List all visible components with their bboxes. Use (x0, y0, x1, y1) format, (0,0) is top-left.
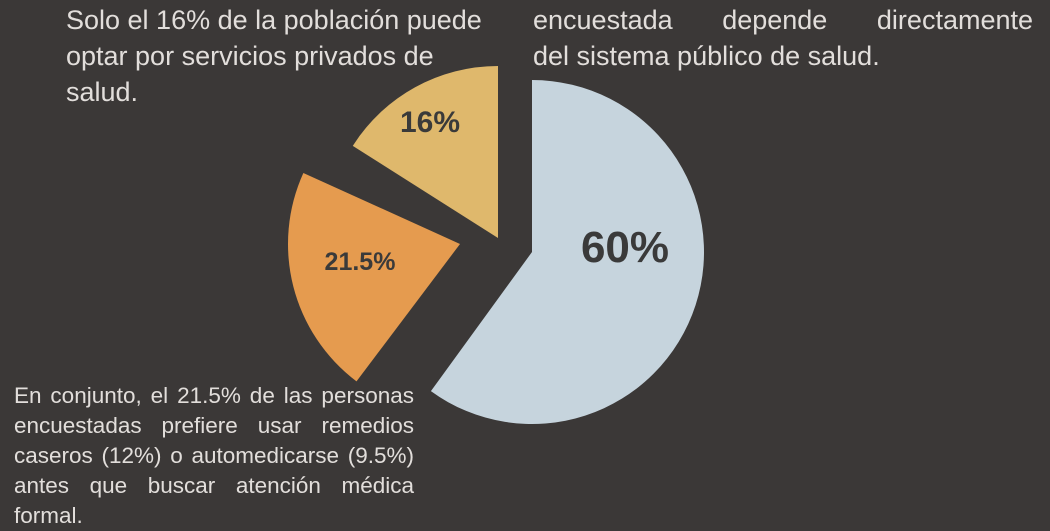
public-health-note: encuestada depende directamente del sist… (533, 2, 1033, 74)
private-health-note: Solo el 16% de la población puede optar … (66, 5, 482, 107)
slice-16 (352, 65, 498, 238)
slice-21-5 (288, 172, 460, 382)
slice-60 (430, 80, 705, 424)
slice-60-label: 60% (581, 223, 669, 272)
public-health-note-line2: del sistema público de salud. (533, 41, 880, 71)
home-remedies-note: En conjunto, el 21.5% de las personas en… (14, 383, 414, 528)
public-health-note-line1: encuestada depende directamente (533, 5, 1033, 35)
slice-16-label: 16% (400, 106, 460, 139)
slice-21-5-label: 21.5% (325, 248, 396, 276)
